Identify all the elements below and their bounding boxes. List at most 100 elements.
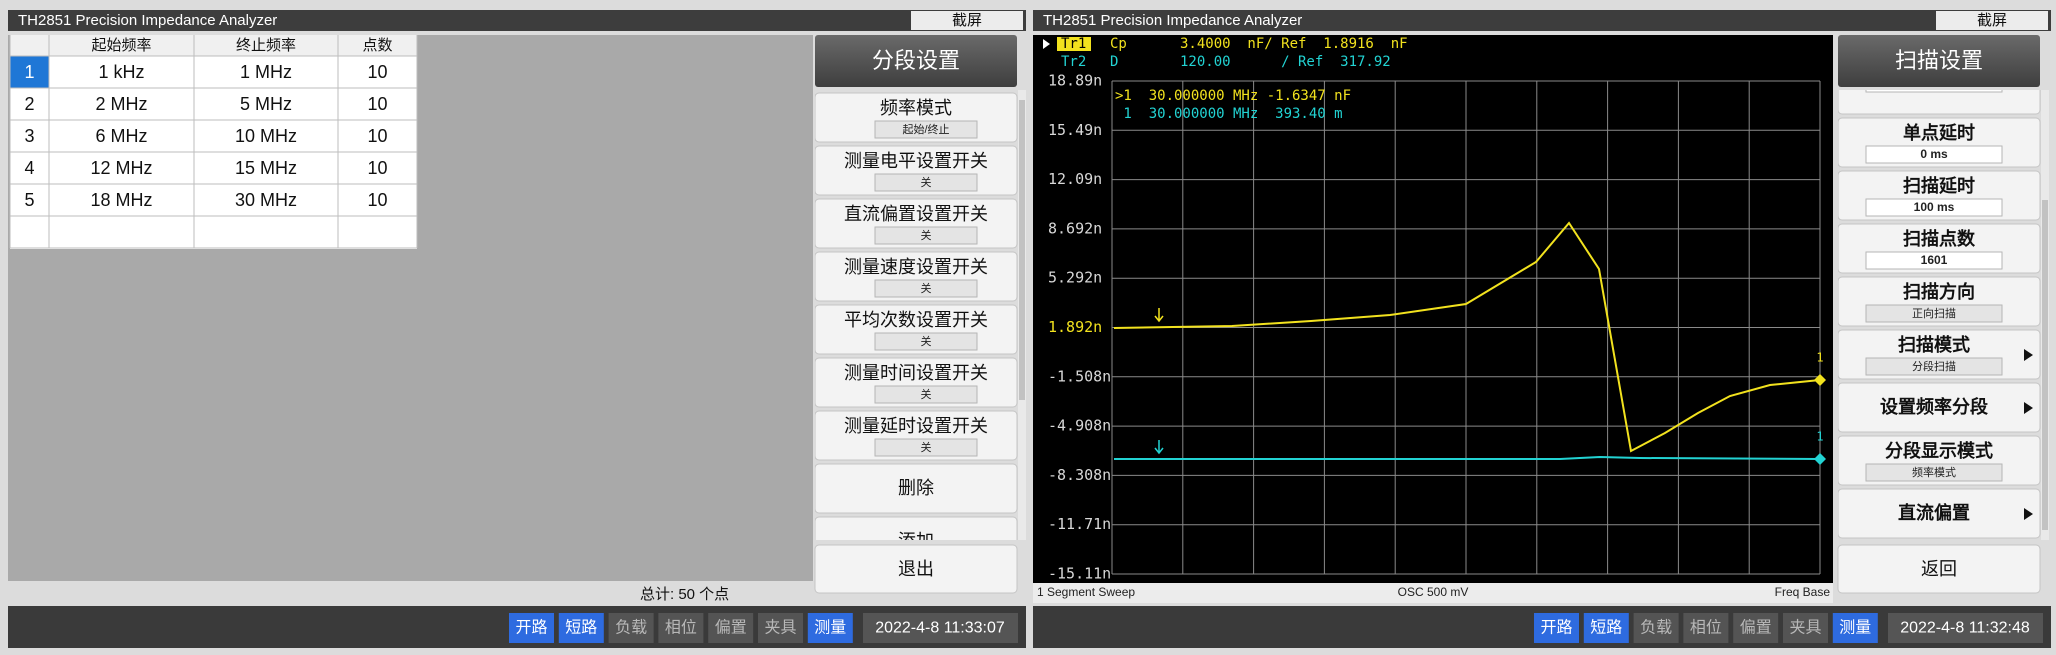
status-button-label: 夹具 <box>764 619 796 637</box>
table-cell[interactable]: 10 <box>367 62 387 82</box>
menu-button-label: 直流偏置 <box>1898 502 1970 523</box>
menu-button[interactable] <box>1838 65 2041 115</box>
menu-button-label: 直流偏置设置开关 <box>844 204 988 224</box>
status-button-label: 负载 <box>1640 619 1672 637</box>
status-button-label: 相位 <box>665 619 697 637</box>
table-cell[interactable]: 30 MHz <box>235 190 297 210</box>
trace-name: Tr2 <box>1061 54 1086 70</box>
table-cell[interactable]: 12 MHz <box>90 158 152 178</box>
exit-button[interactable] <box>1837 544 2041 594</box>
trace-name: Tr1 <box>1061 36 1086 52</box>
end-marker <box>1814 453 1826 465</box>
menu-value-box <box>874 173 978 192</box>
trace-1-line <box>1113 221 1821 453</box>
table-cell[interactable]: 1 kHz <box>98 62 144 82</box>
table-cell[interactable]: 10 <box>367 190 387 210</box>
menu-button[interactable] <box>1838 382 2041 433</box>
scrollbar-thumb <box>1019 100 1025 400</box>
table-cell[interactable]: 10 MHz <box>235 126 297 146</box>
table-cell[interactable]: 10 <box>367 158 387 178</box>
table-cell[interactable]: 10 <box>367 94 387 114</box>
table-cell[interactable]: 10 <box>367 126 387 146</box>
datetime-box <box>863 613 1018 643</box>
menu-value: 100 ms <box>1914 200 1955 214</box>
trace-2-line <box>1114 455 1821 460</box>
menu-value: 关 <box>921 387 932 401</box>
end-marker-label: 1 <box>1816 351 1823 365</box>
capture-button[interactable] <box>911 11 1023 30</box>
title-bar <box>8 10 1026 31</box>
status-button[interactable] <box>1783 613 1828 643</box>
y-scale-label: 18.89n <box>1048 72 1102 90</box>
active-trace-pointer <box>1043 39 1050 49</box>
status-button[interactable] <box>758 613 803 643</box>
status-button-label: 开路 <box>1540 619 1572 637</box>
table-cell[interactable]: 6 MHz <box>95 126 147 146</box>
status-button[interactable] <box>1633 613 1679 643</box>
menu-items: 0 ms 单点延时 0 ms 扫描延时 100 ms 扫描点数 1601 扫描方向正向扫描扫描… <box>1838 65 2041 539</box>
table-cell[interactable]: 18 MHz <box>90 190 152 210</box>
footer-left: 1 Segment Sweep <box>1037 585 1135 599</box>
table-cell[interactable]: 5 <box>24 190 34 210</box>
status-button-label: 短路 <box>565 619 597 637</box>
menu-button-label: 扫描点数 <box>1903 228 1976 249</box>
menu-value: 1601 <box>1921 253 1948 267</box>
menu-button[interactable] <box>815 463 1018 514</box>
status-button-label: 偏置 <box>715 619 747 637</box>
table-cell[interactable]: 2 <box>24 94 34 114</box>
menu-value-box <box>874 226 978 245</box>
table-cell[interactable]: 3 <box>24 126 34 146</box>
table-cell[interactable]: 5 MHz <box>240 94 292 114</box>
status-button-label: 开路 <box>515 619 547 637</box>
y-scale-label: 1.892n <box>1048 318 1102 336</box>
selected-cell <box>10 56 49 88</box>
status-button[interactable] <box>807 613 853 643</box>
capture-button[interactable] <box>1936 11 2048 30</box>
menu-value: 起始/终止 <box>902 122 949 136</box>
exit-button[interactable] <box>814 544 1018 594</box>
table-header-bg <box>10 35 417 56</box>
status-button[interactable] <box>509 613 554 643</box>
menu-button-label: 测量延时设置开关 <box>844 416 988 436</box>
menu-header <box>1838 35 2040 87</box>
table-cell[interactable]: 1 MHz <box>240 62 292 82</box>
table-header: 终止频率 <box>236 37 296 54</box>
marker-readout: >1 30.000000 MHz -1.6347 nF <box>1115 88 1351 104</box>
menu-button-label: 频率模式 <box>880 98 952 118</box>
status-button[interactable] <box>1683 613 1729 643</box>
end-marker-label: 1 <box>1816 430 1823 444</box>
menu-button[interactable] <box>815 516 1018 566</box>
table-cell[interactable]: 2 MHz <box>95 94 147 114</box>
menu-button-label: 测量速度设置开关 <box>844 257 988 277</box>
table-header: 点数 <box>362 37 392 54</box>
menu-title: 扫描设置 <box>1895 48 1983 73</box>
menu-value: 关 <box>921 281 932 295</box>
plot-layer: 18.89n 15.49n 12.09n 8.692n 5.292n 1.892n -1.5… <box>1043 36 1821 583</box>
status-button[interactable] <box>608 613 654 643</box>
menu-value-box <box>1865 463 2003 482</box>
menu-value-box <box>1865 90 2003 93</box>
scrollbar-thumb <box>2042 200 2048 530</box>
status-button[interactable] <box>658 613 704 643</box>
footer-right: Freq Base <box>1775 585 1831 599</box>
table-cell[interactable]: 4 <box>24 158 34 178</box>
status-button[interactable] <box>1733 613 1779 643</box>
status-button[interactable] <box>1534 613 1579 643</box>
title-bar <box>1033 10 2051 31</box>
status-button[interactable] <box>1583 613 1629 643</box>
datetime-box <box>1888 613 2043 643</box>
datetime: 2022-4-8 11:33:07 <box>875 620 1005 637</box>
status-button[interactable] <box>558 613 604 643</box>
table-cell[interactable]: 1 <box>24 62 34 82</box>
menu-button-label: 测量时间设置开关 <box>844 363 988 383</box>
status-button[interactable] <box>1832 613 1878 643</box>
menu-value: 关 <box>921 440 932 454</box>
capture-label: 截屏 <box>1977 12 2007 29</box>
status-button-label: 短路 <box>1590 619 1622 637</box>
menu-button[interactable] <box>1838 488 2041 539</box>
status-button[interactable] <box>708 613 754 643</box>
trace-readout: 120.00 / Ref 317.92 <box>1180 54 1391 70</box>
table-cell[interactable]: 15 MHz <box>235 158 297 178</box>
